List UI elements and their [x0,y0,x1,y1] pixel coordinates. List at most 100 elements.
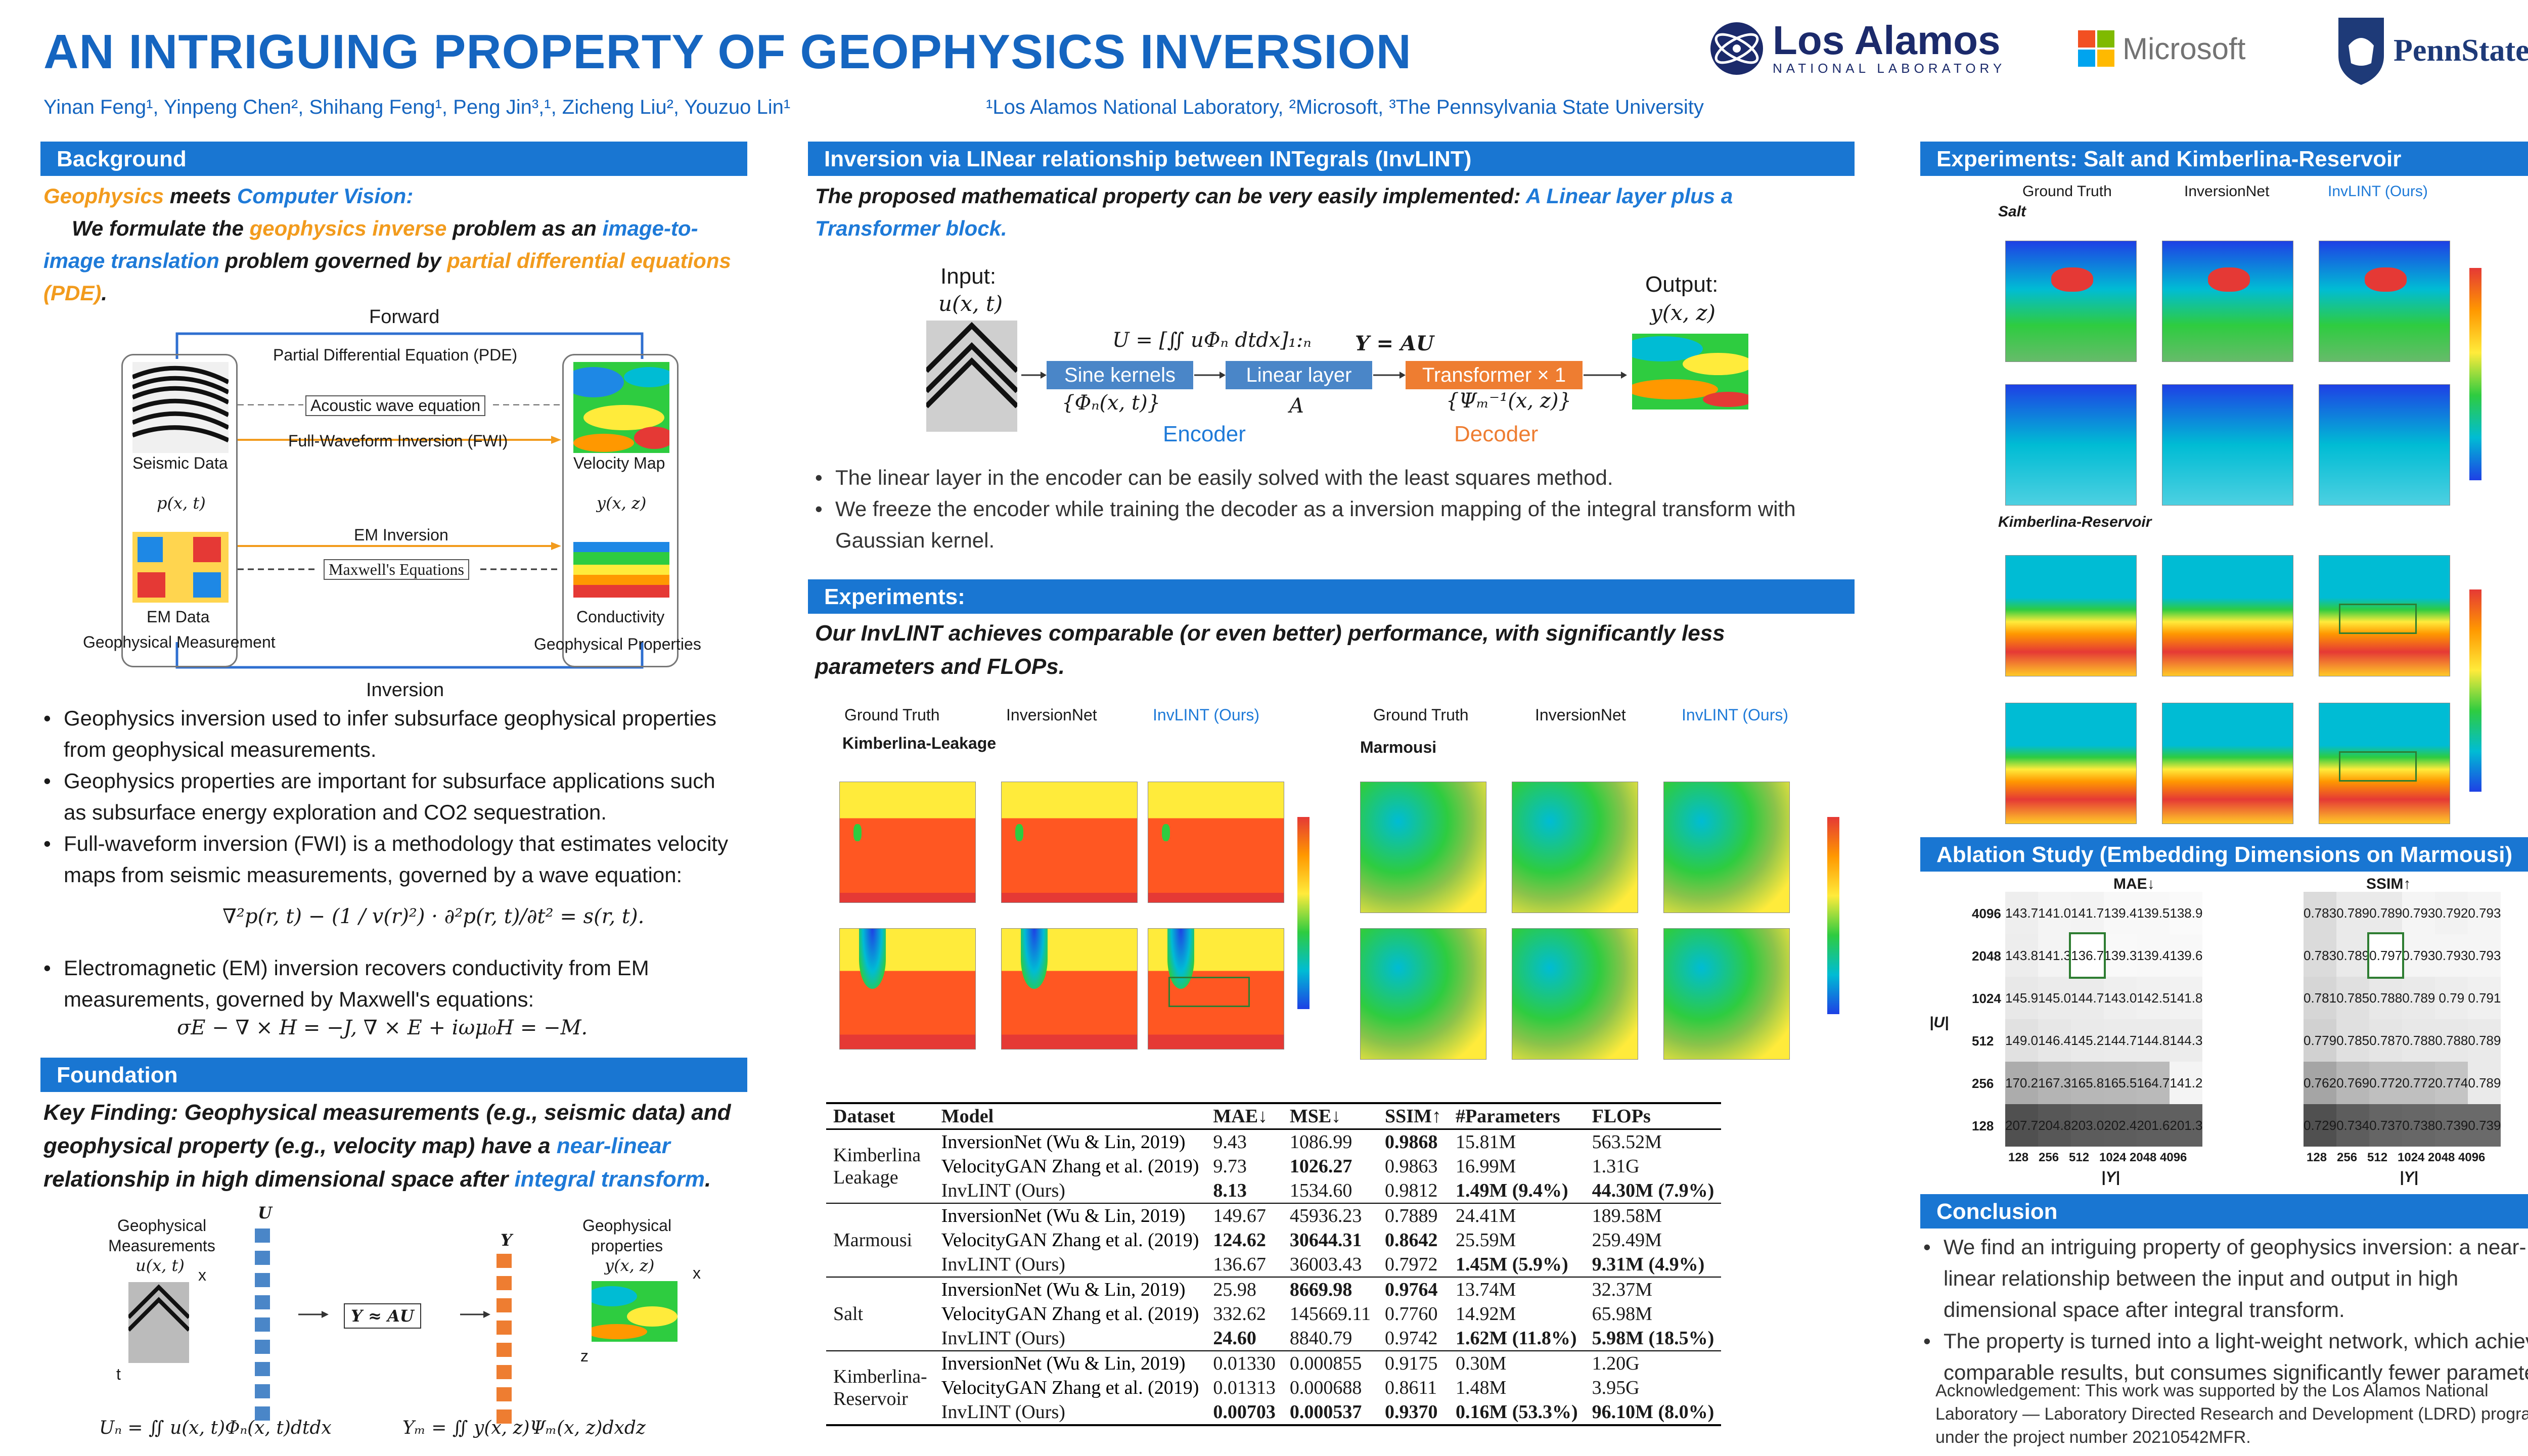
table-cell: VelocityGAN Zhang et al. (2019) [941,1156,1199,1177]
dataset-cell: Kimberlina Leakage [826,1128,934,1203]
heatmap-cell: 0.739 [2468,1104,2501,1147]
background-intro: Geophysics meets Computer Vision: We for… [43,180,741,309]
lanl-logo: Los Alamos NATIONAL LABORATORY [1709,20,2006,76]
affiliations: ¹Los Alamos National Laboratory, ²Micros… [986,96,1704,118]
table-cell: 0.00703 [1213,1401,1276,1423]
table-row: VelocityGAN Zhang et al. (2019) 124.62 306… [826,1228,1721,1252]
mae-heatmap: 143.7 141.0 141.7 139.4 139.5 138.9 143.8 141.3… [2005,892,2203,1147]
table-cell: 0.8642 [1385,1230,1438,1251]
property-box [562,354,679,667]
Y-axis-label: |Y| [2101,1169,2120,1186]
table-cell: 0.16M (53.3%) [1455,1401,1578,1423]
heatmap-cell: 0.781 [2304,977,2337,1019]
heatmap-cell: 0.788 [2435,1019,2468,1062]
result-image [2162,555,2293,676]
as-an-text: problem as an [446,216,603,240]
col-inversionnet-3: InversionNet [2184,183,2270,200]
salt-body [2051,267,2093,292]
vector-cell [255,1251,270,1265]
decoder-label: Decoder [1454,422,1539,446]
heatmap-cell: 0.769 [2336,1062,2370,1104]
vector-cell [255,1228,270,1243]
result-image [2005,384,2137,506]
table-cell: 13.74M [1448,1277,1585,1302]
seismic-data-image [132,362,229,453]
salt-body [2365,267,2407,292]
heatmap-cell: 0.772 [2369,1062,2403,1104]
table-cell: 14.92M [1455,1303,1516,1325]
table-cell: 25.59M [1455,1230,1516,1251]
ssim-heatmap: 0.783 0.789 0.789 0.793 0.792 0.793 0.783 0.789… [2304,892,2501,1147]
table-cell: 149.67 [1206,1203,1283,1228]
heatmap-cell: 0.787 [2369,1019,2403,1062]
heatmap-cell: 0.783 [2304,892,2337,934]
author-list: Yinan Feng¹, Yinpeng Chen², Shihang Feng… [43,96,791,118]
results-table-header: Dataset Model MAE↓ MSE↓ SSIM↑ #Parameters FLOP… [826,1102,1722,1130]
dataset-cell: Salt [826,1277,934,1351]
y-integral-equation: Yₘ = ∬ y(x, z)Ψₘ(x, z)dxdz [402,1418,646,1438]
heatmap-cell: 170.2 [2005,1062,2039,1104]
heatmap-cell: 204.8 [2038,1104,2071,1147]
result-image [2319,384,2450,506]
heatmap-cell: 142.5 [2137,977,2170,1019]
result-image [1663,928,1790,1060]
table-cell: 1.20G [1585,1350,1722,1376]
plume-shape [1020,929,1048,989]
table-header-cell: Dataset [826,1102,934,1130]
t-axis-label: t [116,1365,121,1383]
table-cell: 0.9370 [1385,1401,1438,1423]
heatmap-cell: 0.789 [2402,977,2435,1019]
forward-label: Forward [369,306,440,328]
table-cell: 259.49M [1592,1230,1662,1251]
heatmap-cell: 0.789 [2336,892,2370,934]
col-ground-truth-2: Ground Truth [1373,706,1469,724]
table-cell: 136.67 [1213,1254,1266,1275]
heatmap-cell: 0.779 [2304,1019,2337,1062]
x-tick-label: 1024 [2398,1151,2425,1164]
result-image [1001,782,1138,903]
vector-cell [496,1409,512,1424]
x-tick-label: 1024 [2099,1151,2127,1164]
vector-cell [496,1298,512,1312]
heatmap-cell: 145.0 [2038,977,2071,1019]
table-row: VelocityGAN Zhang et al. (2019) 332.62 145… [826,1302,1721,1326]
dataset-cell: Marmousi [826,1203,934,1277]
kimberlina-reservoir-label: Kimberlina-Reservoir [1998,514,2152,530]
y-tick-label: 128 [1972,1118,1994,1133]
fwi-label: Full-Waveform Inversion (FWI) [288,432,508,450]
heatmap-cell: 0.739 [2435,1104,2468,1147]
salt-colorbar [2469,268,2481,480]
result-image [2162,384,2293,506]
heatmap-cell: 202.4 [2104,1104,2137,1147]
table-header-cell: SSIM↑ [1378,1102,1449,1130]
conductivity-image [573,542,669,598]
heatmap-cell: 0.762 [2304,1062,2337,1104]
U-vector-label: U [258,1203,272,1222]
result-image [2319,555,2450,676]
table-cell: 30644.31 [1289,1230,1362,1251]
heatmap-cell: 141.2 [2170,1062,2203,1104]
table-cell: 16.99M [1455,1156,1516,1177]
foundation-header: Foundation [40,1058,747,1092]
invlint-intro-text: The proposed mathematical property can b… [815,184,1526,208]
maxwell-equation: σE − ∇ × H = −J, ∇ × E + iωμ₀H = −M. [177,1016,588,1039]
table-cell: InversionNet (Wu & Lin, 2019) [934,1350,1206,1376]
background-header: Background [40,142,747,176]
col-ground-truth: Ground Truth [844,706,940,724]
result-image [2319,241,2450,362]
heatmap-cell: 165.5 [2104,1062,2137,1104]
x-tick-label: 128 [2008,1151,2029,1164]
heatmap-cell: 0.783 [2304,934,2337,977]
diagram-arrows [238,404,561,570]
bullet-item: The linear layer in the encoder can be e… [815,462,1846,493]
experiments-intro: Our InvLINT achieves comparable (or even… [815,621,1725,679]
plume-shape [859,929,886,989]
col-ground-truth-3: Ground Truth [2022,183,2112,200]
geo-measurements-label: Geophysical Measurements [108,1216,215,1255]
geophysics-term: Geophysics [43,184,164,208]
near-linear-term: near-linear [556,1133,670,1158]
conclusion-header: Conclusion [1920,1194,2528,1228]
heatmap-cell: 144.8 [2137,1019,2170,1062]
table-cell: 9.31M (4.9%) [1592,1254,1705,1275]
result-image [2319,703,2450,824]
